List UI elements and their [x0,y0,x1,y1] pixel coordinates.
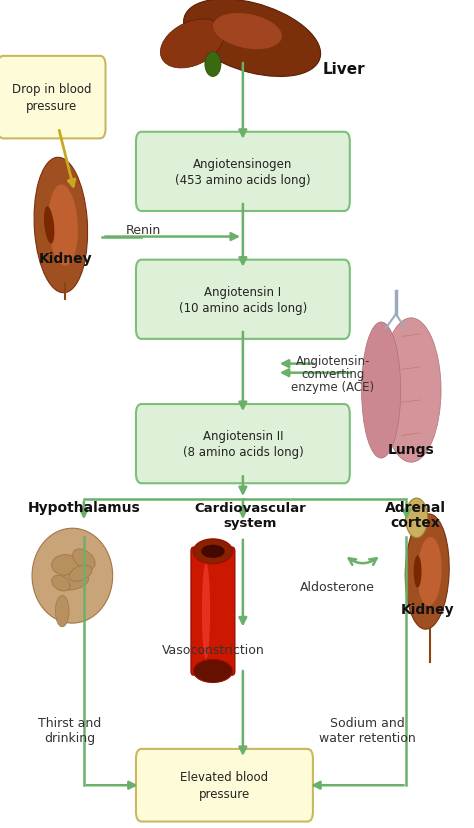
Text: Aldosterone: Aldosterone [300,580,375,593]
Ellipse shape [32,528,113,623]
Ellipse shape [44,207,55,244]
Ellipse shape [48,185,78,267]
Text: Hypothalamus: Hypothalamus [27,501,140,514]
Text: (8 amino acids long): (8 amino acids long) [182,445,303,459]
Ellipse shape [418,537,442,606]
Ellipse shape [414,556,421,588]
FancyBboxPatch shape [136,132,350,212]
Text: (10 amino acids long): (10 amino acids long) [179,301,307,315]
Text: enzyme (ACE): enzyme (ACE) [291,381,374,394]
Text: Cardiovascular: Cardiovascular [194,501,306,514]
Ellipse shape [362,323,401,459]
Ellipse shape [56,573,89,590]
FancyBboxPatch shape [136,749,313,821]
Text: Lungs: Lungs [388,443,435,457]
Text: Kidney: Kidney [39,252,92,266]
Ellipse shape [213,14,282,51]
Text: Sodium and: Sodium and [330,716,405,729]
Ellipse shape [73,549,95,570]
FancyBboxPatch shape [0,57,106,139]
FancyBboxPatch shape [136,405,350,484]
Ellipse shape [52,575,70,591]
Ellipse shape [205,53,221,77]
Text: Thirst and: Thirst and [38,716,102,729]
Text: system: system [223,516,276,529]
Ellipse shape [69,566,92,581]
Ellipse shape [381,319,441,463]
Ellipse shape [193,539,233,564]
Text: Angiotensin II: Angiotensin II [202,430,283,442]
Text: Drop in blood: Drop in blood [12,84,91,96]
Text: Liver: Liver [323,61,365,77]
Ellipse shape [34,158,88,293]
Ellipse shape [405,514,449,629]
Text: Adrenal: Adrenal [385,501,446,514]
Ellipse shape [55,595,69,627]
Ellipse shape [201,545,225,558]
Text: water retention: water retention [319,731,416,744]
Text: (453 amino acids long): (453 amino acids long) [175,174,310,187]
Text: drinking: drinking [45,731,96,744]
Ellipse shape [202,564,210,659]
Text: converting: converting [301,368,365,381]
Text: Angiotensin I: Angiotensin I [204,285,282,298]
Ellipse shape [406,498,428,538]
FancyBboxPatch shape [136,260,350,339]
Ellipse shape [52,555,79,575]
Text: cortex: cortex [391,515,441,529]
FancyBboxPatch shape [191,547,235,676]
Text: pressure: pressure [199,787,250,800]
Text: Angiotensin-: Angiotensin- [296,354,370,368]
Text: Renin: Renin [126,224,162,237]
Ellipse shape [183,0,320,77]
Ellipse shape [193,660,233,682]
Text: Kidney: Kidney [401,602,454,616]
Ellipse shape [160,20,224,69]
Text: Vasoconstriction: Vasoconstriction [162,643,264,657]
Text: pressure: pressure [26,99,77,113]
Text: Angiotensinogen: Angiotensinogen [193,157,292,171]
Text: Elevated blood: Elevated blood [181,771,268,783]
